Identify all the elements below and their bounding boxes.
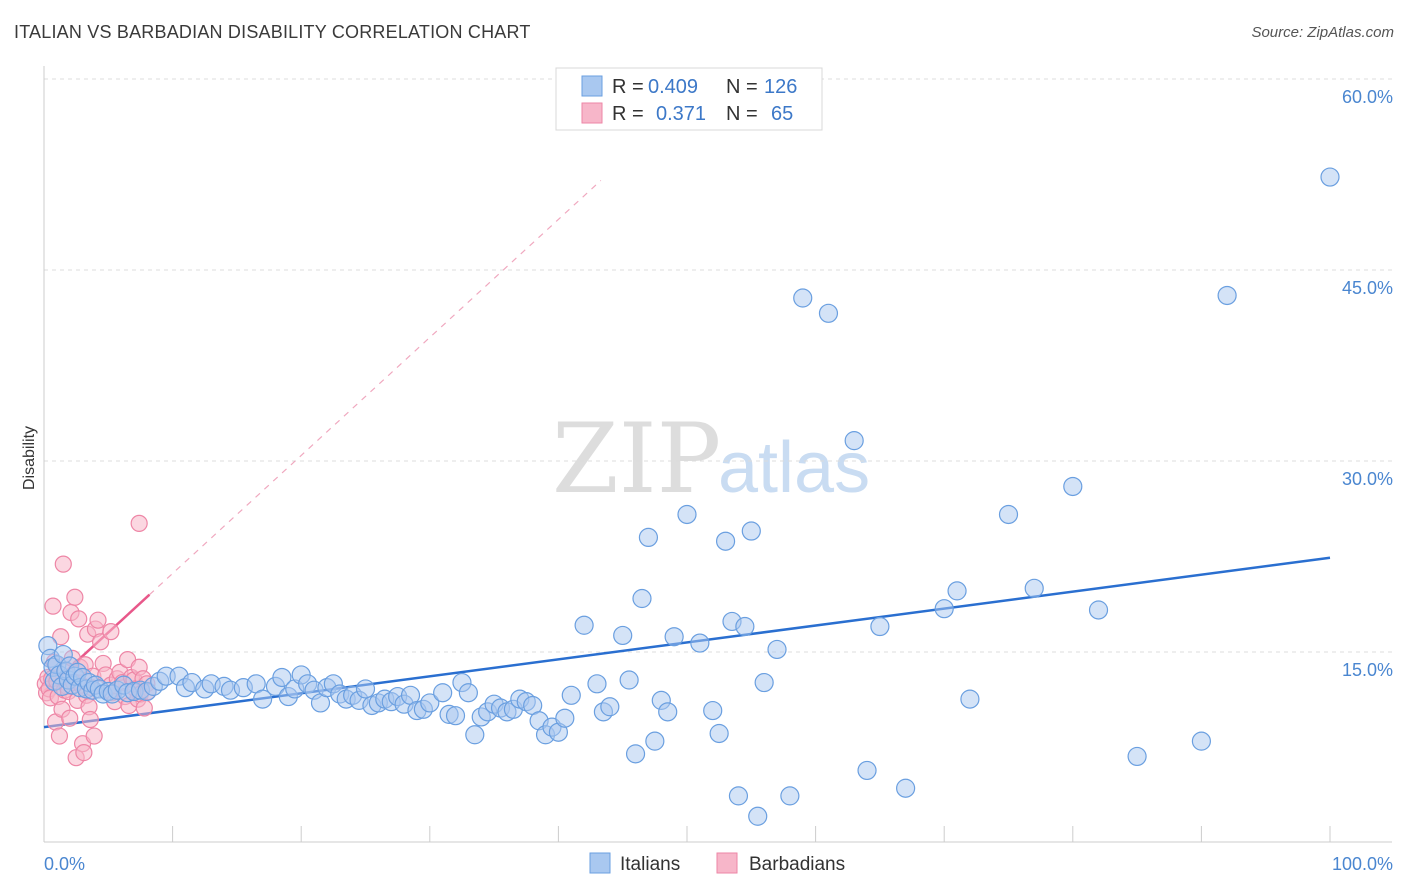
italians-point bbox=[638, 527, 659, 548]
italians-trend-line bbox=[43, 556, 1331, 729]
barbadians-point bbox=[135, 699, 153, 717]
italians-point bbox=[934, 599, 954, 619]
italians-point bbox=[1320, 167, 1340, 187]
y-axis-label: Disability bbox=[21, 426, 38, 490]
y-tick-label: 30.0% bbox=[1342, 469, 1393, 489]
legend-r-label-barbadians: R = bbox=[612, 103, 644, 125]
italians-point bbox=[857, 760, 877, 781]
barbadians-trend-extension bbox=[149, 180, 602, 596]
italians-point bbox=[253, 689, 273, 709]
y-tick-label: 15.0% bbox=[1342, 660, 1393, 680]
italians-point bbox=[619, 670, 639, 690]
italians-point bbox=[574, 615, 594, 635]
italians-point bbox=[1127, 746, 1147, 767]
italians-point bbox=[703, 700, 723, 721]
source-credit: Source: ZipAtlas.com bbox=[1251, 24, 1394, 41]
barbadians-point bbox=[70, 610, 88, 628]
italians-point bbox=[767, 639, 787, 660]
italians-point bbox=[1088, 600, 1109, 620]
italians-point bbox=[709, 723, 729, 744]
italians-point bbox=[658, 702, 678, 722]
barbadians-point bbox=[91, 633, 110, 651]
legend-n-value-barbadians: 65 bbox=[771, 103, 793, 125]
italians-point bbox=[960, 689, 980, 709]
italians-point bbox=[420, 693, 440, 713]
italians-point bbox=[844, 431, 864, 451]
y-tick-label: 60.0% bbox=[1342, 87, 1393, 107]
italians-point bbox=[561, 685, 581, 705]
italians-point bbox=[690, 633, 710, 653]
barbadians-point bbox=[50, 727, 69, 745]
barbadians-point bbox=[66, 588, 84, 606]
italians-point bbox=[433, 683, 453, 703]
italians-point bbox=[355, 679, 376, 699]
barbadians-point bbox=[89, 611, 107, 629]
legend-n-label-barbadians: N = bbox=[726, 103, 758, 125]
italians-point bbox=[587, 674, 607, 694]
italians-point bbox=[947, 581, 967, 601]
barbadians-point bbox=[61, 709, 79, 727]
legend-bottom-swatch-barbadians bbox=[716, 852, 738, 874]
barbadians-point bbox=[54, 555, 72, 573]
axes bbox=[43, 66, 1392, 843]
italians-points bbox=[38, 167, 1340, 826]
legend-r-value-italians: 0.409 bbox=[648, 76, 698, 98]
italians-point bbox=[445, 706, 466, 726]
italians-point bbox=[600, 697, 620, 717]
italians-point bbox=[780, 786, 800, 806]
italians-point bbox=[741, 521, 761, 541]
legend-top: R = 0.409 N = 126 R = 0.371 N = 65 bbox=[555, 67, 823, 131]
italians-point bbox=[677, 504, 697, 525]
barbadians-point bbox=[75, 743, 93, 762]
italians-point bbox=[664, 627, 684, 647]
legend-bottom-barbadians: Barbadians bbox=[749, 854, 845, 875]
italians-point bbox=[632, 588, 652, 609]
italians-point bbox=[272, 667, 292, 688]
italians-point bbox=[715, 531, 736, 551]
italians-point bbox=[998, 504, 1019, 525]
legend-r-value-barbadians: 0.371 bbox=[656, 103, 706, 125]
italians-point bbox=[1217, 285, 1237, 306]
italians-point bbox=[735, 616, 755, 637]
barbadians-point bbox=[52, 628, 70, 646]
italians-point bbox=[458, 683, 478, 703]
italians-point bbox=[896, 778, 916, 798]
x-tick-label: 100.0% bbox=[1332, 854, 1393, 874]
legend-bottom-italians: Italians bbox=[620, 854, 680, 875]
legend-swatch-barbadians bbox=[581, 102, 603, 124]
italians-point bbox=[625, 744, 646, 764]
barbadians-point bbox=[44, 597, 62, 615]
barbadians-point bbox=[85, 727, 103, 745]
italians-point bbox=[555, 708, 575, 728]
italians-point bbox=[870, 616, 890, 637]
legend-n-label-italians: N = bbox=[726, 76, 758, 98]
x-tick-label: 0.0% bbox=[44, 854, 85, 874]
watermark-zip: ZIP bbox=[552, 403, 721, 515]
legend-n-value-italians: 126 bbox=[764, 76, 797, 98]
italians-point bbox=[754, 672, 774, 693]
italians-point bbox=[1024, 578, 1044, 598]
legend-bottom-swatch-italians bbox=[589, 852, 611, 874]
italians-point bbox=[728, 786, 749, 806]
barbadians-point bbox=[81, 710, 99, 729]
italians-point bbox=[1191, 731, 1212, 751]
legend-bottom: Italians Barbadians bbox=[589, 852, 845, 875]
italians-point bbox=[465, 725, 485, 745]
italians-point bbox=[748, 806, 768, 826]
legend-swatch-italians bbox=[581, 75, 603, 97]
y-tick-label: 45.0% bbox=[1342, 278, 1393, 298]
italians-point bbox=[645, 731, 665, 751]
chart-title: ITALIAN VS BARBADIAN DISABILITY CORRELAT… bbox=[14, 22, 531, 42]
barbadians-point bbox=[130, 514, 148, 532]
italians-point bbox=[793, 288, 813, 308]
barbadians-point bbox=[102, 623, 120, 641]
italians-point bbox=[1063, 476, 1083, 497]
legend-r-label-italians: R = bbox=[612, 76, 644, 98]
gridlines bbox=[44, 78, 1392, 653]
italians-point bbox=[613, 625, 633, 646]
italians-point bbox=[818, 303, 839, 323]
tick-labels: 15.0% 30.0% 45.0% 60.0% 0.0% 100.0% bbox=[44, 87, 1393, 874]
